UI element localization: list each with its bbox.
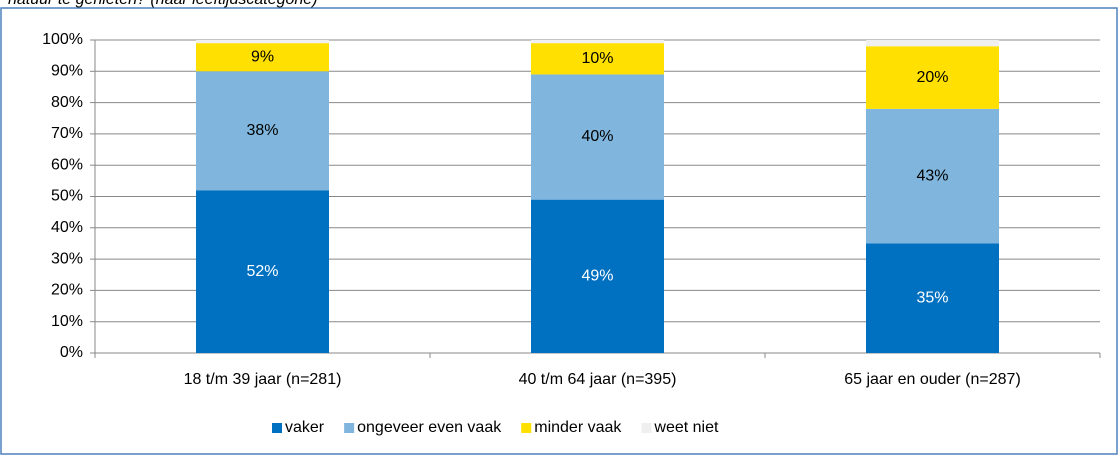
legend-label: minder vaak bbox=[534, 419, 622, 436]
x-tick-label: 18 t/m 39 jaar (n=281) bbox=[184, 371, 342, 388]
legend-swatch bbox=[521, 423, 532, 433]
bar-segment bbox=[531, 74, 664, 200]
y-tick-label: 80% bbox=[51, 94, 83, 111]
y-tick-label: 70% bbox=[51, 125, 83, 142]
legend-label: weet niet bbox=[653, 419, 719, 436]
bar-segment bbox=[531, 199, 664, 353]
legend-swatch bbox=[641, 423, 652, 433]
bar-segment bbox=[196, 71, 329, 191]
bar-segment bbox=[866, 40, 999, 47]
y-tick-label: 20% bbox=[51, 282, 83, 299]
x-tick-label: 40 t/m 64 jaar (n=395) bbox=[519, 371, 677, 388]
legend-label: ongeveer even vaak bbox=[357, 419, 502, 436]
data-label: 49% bbox=[581, 268, 613, 285]
legend-swatch bbox=[344, 423, 355, 433]
data-label: 40% bbox=[581, 128, 613, 145]
chart-title: natuur te genieten? (naar leeftijdscateg… bbox=[8, 0, 318, 8]
bar-segment bbox=[866, 243, 999, 353]
legend-label: vaker bbox=[285, 419, 325, 436]
y-tick-label: 10% bbox=[51, 313, 83, 330]
bar-segment bbox=[196, 43, 329, 72]
data-label: 43% bbox=[916, 167, 948, 184]
bar-segment bbox=[196, 40, 329, 44]
y-tick-label: 90% bbox=[51, 63, 83, 80]
data-label: 9% bbox=[251, 48, 274, 65]
y-tick-label: 50% bbox=[51, 188, 83, 205]
data-label: 38% bbox=[246, 122, 278, 139]
data-label: 20% bbox=[916, 69, 948, 86]
y-tick-label: 30% bbox=[51, 250, 83, 267]
x-tick-label: 65 jaar en ouder (n=287) bbox=[844, 371, 1021, 388]
y-tick-label: 0% bbox=[60, 344, 83, 361]
bar-segment bbox=[531, 40, 664, 44]
data-label: 35% bbox=[916, 289, 948, 306]
bar-segment bbox=[531, 43, 664, 75]
data-label: 10% bbox=[581, 50, 613, 67]
bar-segment bbox=[196, 190, 329, 353]
y-tick-label: 100% bbox=[42, 31, 83, 48]
data-label: 52% bbox=[246, 263, 278, 280]
legend-swatch bbox=[272, 423, 282, 433]
y-tick-label: 40% bbox=[51, 219, 83, 236]
y-tick-label: 60% bbox=[51, 156, 83, 173]
bar-segment bbox=[866, 108, 999, 244]
bar-segment bbox=[866, 46, 999, 109]
